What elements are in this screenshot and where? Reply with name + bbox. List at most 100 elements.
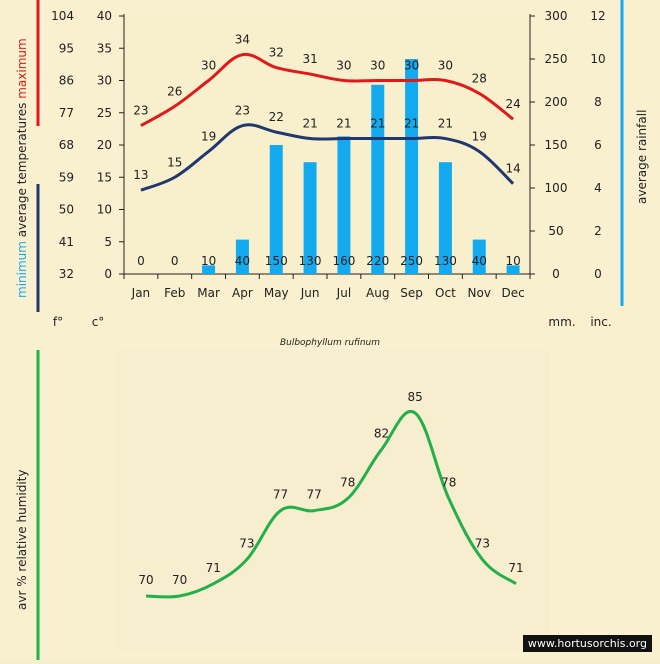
left-axis-title-word: temperatures — [15, 103, 29, 189]
rainfall-bar — [269, 145, 283, 274]
mm-unit-label: mm. — [548, 315, 575, 329]
inc-tick-label: 4 — [594, 181, 602, 195]
month-label: Mar — [197, 286, 220, 300]
mm-tick-label: 200 — [545, 95, 568, 109]
f-unit-label: f° — [53, 315, 63, 329]
c-tick-label: 40 — [97, 9, 112, 23]
c-tick-label: 30 — [97, 74, 112, 88]
rainfall-value-label: 40 — [235, 254, 250, 268]
rainfall-value-label: 0 — [171, 254, 179, 268]
min-temp-value-label: 19 — [472, 129, 487, 143]
humidity-value-label: 78 — [441, 475, 456, 489]
humidity-axis-title: avr % relative humidity — [15, 470, 29, 611]
min-temperature-line — [140, 123, 515, 192]
left-axis-title-word: average — [15, 188, 29, 241]
c-tick-label: 25 — [97, 106, 112, 120]
rainfall-value-label: 220 — [366, 254, 389, 268]
rainfall-bar — [506, 265, 520, 274]
f-tick-label: 59 — [59, 170, 74, 184]
rainfall-value-label: 130 — [434, 254, 457, 268]
mm-tick-label: 100 — [545, 181, 568, 195]
max-temp-value-label: 30 — [438, 59, 453, 73]
humidity-value-label: 77 — [273, 488, 288, 502]
f-tick-label: 77 — [59, 106, 74, 120]
inc-tick-label: 12 — [590, 9, 605, 23]
humidity-value-label: 70 — [138, 573, 153, 587]
month-label: Aug — [366, 286, 389, 300]
inc-tick-label: 10 — [590, 52, 605, 66]
inc-tick-label: 2 — [594, 224, 602, 238]
left-axis-title-word: maximum — [15, 38, 29, 102]
month-label: Apr — [232, 286, 253, 300]
max-temperature-line — [140, 52, 515, 127]
humidity-value-label: 73 — [475, 536, 490, 550]
humidity-value-label: 85 — [407, 390, 422, 404]
f-tick-label: 32 — [59, 267, 74, 281]
month-label: Nov — [468, 286, 491, 300]
month-label: Sep — [400, 286, 423, 300]
max-temp-value-label: 34 — [235, 33, 250, 47]
rainfall-bar — [371, 84, 385, 274]
max-temp-value-label: 31 — [302, 52, 317, 66]
left-axis-title: minimum average temperatures maximum — [15, 38, 29, 298]
rainfall-value-label: 10 — [201, 254, 216, 268]
month-label: Jun — [300, 286, 320, 300]
month-label: Jan — [131, 286, 151, 300]
max-temp-value-label: 30 — [404, 59, 419, 73]
c-tick-label: 35 — [97, 41, 112, 55]
inc-tick-label: 0 — [594, 267, 602, 281]
f-tick-label: 50 — [59, 203, 74, 217]
left-axis-title-word: minimum — [15, 241, 29, 298]
c-tick-label: 0 — [104, 267, 112, 281]
rainfall-value-label: 160 — [332, 254, 355, 268]
inc-tick-label: 8 — [594, 95, 602, 109]
c-tick-label: 5 — [104, 235, 112, 249]
f-tick-label: 41 — [59, 235, 74, 249]
rainfall-value-label: 40 — [472, 254, 487, 268]
min-temp-value-label: 21 — [438, 117, 453, 131]
c-unit-label: c° — [92, 315, 105, 329]
min-temp-value-label: 22 — [269, 110, 284, 124]
month-label: Jul — [336, 286, 351, 300]
max-temp-value-label: 30 — [370, 59, 385, 73]
humidity-value-label: 82 — [374, 427, 389, 441]
max-temp-value-label: 32 — [269, 46, 284, 60]
rainfall-value-label: 150 — [265, 254, 288, 268]
max-temp-value-label: 26 — [167, 84, 182, 98]
humidity-value-label: 77 — [307, 488, 322, 502]
watermark: www.hortusorchis.org — [522, 635, 652, 652]
min-temp-value-label: 14 — [505, 162, 520, 176]
min-temp-value-label: 21 — [370, 117, 385, 131]
humidity-value-label: 78 — [340, 475, 355, 489]
min-temp-value-label: 19 — [201, 129, 216, 143]
rainfall-bar — [303, 162, 317, 274]
humidity-value-label: 71 — [206, 561, 221, 575]
rainfall-value-label: 130 — [299, 254, 322, 268]
month-label: Feb — [164, 286, 185, 300]
min-temp-value-label: 21 — [302, 117, 317, 131]
min-temp-value-label: 13 — [133, 168, 148, 182]
rainfall-bar — [405, 59, 419, 274]
min-temp-value-label: 23 — [235, 104, 250, 118]
inc-unit-label: inc. — [590, 315, 611, 329]
rainfall-bar — [472, 239, 486, 274]
f-tick-label: 68 — [59, 138, 74, 152]
humidity-value-label: 70 — [172, 573, 187, 587]
chart-caption: Bulbophyllum rufinum — [280, 338, 380, 348]
mm-tick-label: 250 — [545, 52, 568, 66]
min-temp-value-label: 15 — [167, 155, 182, 169]
min-temp-value-label: 21 — [404, 117, 419, 131]
humidity-value-label: 73 — [239, 536, 254, 550]
rainfall-bar — [438, 162, 452, 274]
humidity-value-label: 71 — [508, 561, 523, 575]
rainfall-bar — [202, 265, 216, 274]
humidity-line — [145, 409, 517, 599]
month-label: Oct — [435, 286, 456, 300]
rainfall-value-label: 0 — [137, 254, 145, 268]
c-tick-label: 10 — [97, 203, 112, 217]
max-temp-value-label: 23 — [133, 104, 148, 118]
rainfall-bar — [235, 239, 249, 274]
max-temp-value-label: 24 — [505, 97, 520, 111]
